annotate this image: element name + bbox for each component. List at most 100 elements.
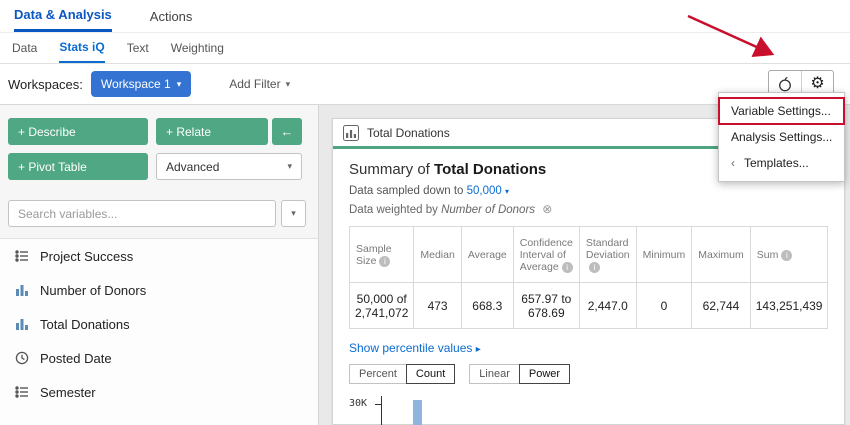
info-icon[interactable]: i xyxy=(781,249,793,261)
chevron-down-icon: ▾ xyxy=(176,78,182,89)
card-body: Summary of Total Donations Data sampled … xyxy=(333,149,844,425)
count-toggle-button[interactable]: Count xyxy=(405,364,456,384)
y-axis-line xyxy=(381,396,382,425)
search-variables-input[interactable] xyxy=(8,200,276,227)
variable-total-donations[interactable]: Total Donations xyxy=(0,307,318,341)
linear-power-toggle: Linear Power xyxy=(469,364,571,384)
arrow-right-icon: ▸ xyxy=(475,344,481,355)
chart-toggles: Percent Count Linear Power xyxy=(349,364,828,384)
variable-search: ▾ xyxy=(8,200,306,227)
apple-icon-button[interactable] xyxy=(769,71,801,98)
list-icon xyxy=(15,250,28,262)
chevron-down-icon: ▾ xyxy=(285,78,291,89)
tab-stats-iq[interactable]: Stats iQ xyxy=(59,33,105,63)
bar-chart-icon xyxy=(343,124,359,141)
linear-toggle-button[interactable]: Linear xyxy=(469,364,520,384)
menu-item-variable-settings[interactable]: Variable Settings... xyxy=(718,97,845,125)
list-icon xyxy=(15,386,28,398)
tab-actions[interactable]: Actions xyxy=(149,8,193,24)
cell-sum: 143,251,439 xyxy=(749,282,829,329)
settings-gear-button[interactable]: ⚙ xyxy=(801,70,833,98)
table-data-row: 50,000 of 2,741,072 473 668.3 657.97 to … xyxy=(348,282,829,329)
add-filter-label: Add Filter xyxy=(229,77,281,91)
show-percentiles-link[interactable]: Show percentile values ▸ xyxy=(349,341,481,355)
column-header-sum: Sum i xyxy=(749,226,829,283)
tab-weighting[interactable]: Weighting xyxy=(170,41,224,55)
cell-confidence-interval: 657.97 to 678.69 xyxy=(512,282,580,329)
variable-label: Posted Date xyxy=(40,350,112,366)
column-header-maximum: Maximum xyxy=(691,226,751,283)
chevron-down-icon: ▾ xyxy=(505,187,510,196)
weighted-prefix: Data weighted by xyxy=(349,204,438,216)
variable-label: Semester xyxy=(40,384,96,400)
search-options-button[interactable]: ▾ xyxy=(281,200,306,227)
tab-data[interactable]: Data xyxy=(12,41,38,55)
info-icon[interactable]: i xyxy=(379,255,391,267)
histogram-bar xyxy=(413,400,422,425)
weighted-line: Data weighted by Number of Donors ⊗ xyxy=(349,202,828,216)
clock-icon xyxy=(15,351,29,365)
advanced-dropdown[interactable]: Advanced ▾ xyxy=(156,153,302,180)
variable-semester[interactable]: Semester xyxy=(0,375,318,409)
variable-posted-date[interactable]: Posted Date xyxy=(0,341,318,375)
summary-heading: Summary of Total Donations xyxy=(349,161,828,178)
advanced-dropdown-label: Advanced xyxy=(166,159,220,174)
column-header-average: Average xyxy=(460,226,514,283)
relate-button[interactable]: + Relate xyxy=(156,118,268,145)
summary-prefix: Summary of xyxy=(349,161,430,178)
variable-label: Total Donations xyxy=(40,316,130,332)
cell-minimum: 0 xyxy=(635,282,693,329)
y-axis-tick xyxy=(375,404,381,405)
tab-text[interactable]: Text xyxy=(126,41,149,55)
remove-weight-icon[interactable]: ⊗ xyxy=(542,202,553,216)
sample-size-link[interactable]: 50,000 xyxy=(466,185,502,197)
variable-project-success[interactable]: Project Success xyxy=(0,239,318,273)
secondary-nav: Data Stats iQ Text Weighting xyxy=(0,33,850,64)
sampled-prefix: Data sampled down to xyxy=(349,185,464,197)
tab-data-analysis[interactable]: Data & Analysis xyxy=(14,0,112,32)
describe-button[interactable]: + Describe xyxy=(8,118,148,145)
pivot-table-button[interactable]: + Pivot Table xyxy=(8,153,148,180)
percent-toggle-button[interactable]: Percent xyxy=(349,364,407,384)
percent-count-toggle: Percent Count xyxy=(349,364,456,384)
table-header-row: Sample Size i Median Average Confidence I… xyxy=(348,226,829,283)
workspaces-label: Workspaces: xyxy=(8,76,83,92)
bar-chart-icon xyxy=(16,285,28,296)
bar-chart-icon xyxy=(16,319,28,330)
menu-item-analysis-settings[interactable]: Analysis Settings... xyxy=(731,130,833,144)
summary-variable-name: Total Donations xyxy=(434,161,547,178)
back-arrow-icon: ← xyxy=(280,124,294,139)
histogram-chart: 30K xyxy=(349,396,828,425)
column-header-confidence-interval: Confidence Interval of Average i xyxy=(512,226,580,283)
chevron-down-icon: ▾ xyxy=(291,208,296,218)
apple-icon xyxy=(779,76,791,92)
chevron-down-icon: ▾ xyxy=(287,161,292,171)
gear-icon: ⚙ xyxy=(810,75,825,92)
y-axis-tick-label: 30K xyxy=(349,398,368,409)
settings-dropdown-menu: Variable Settings... Analysis Settings..… xyxy=(718,92,845,182)
workspace-selector-button[interactable]: Workspace 1 ▾ xyxy=(90,71,192,97)
variable-list: Project Success Number of Donors Total D… xyxy=(0,238,318,425)
info-icon[interactable]: i xyxy=(588,261,600,273)
power-toggle-button[interactable]: Power xyxy=(518,364,571,384)
column-header-sample-size: Sample Size i xyxy=(348,226,415,283)
chevron-left-icon: ‹ xyxy=(731,156,735,170)
weighted-variable-name: Number of Donors xyxy=(441,204,536,216)
workspace-selector-label: Workspace 1 xyxy=(100,77,171,91)
menu-item-templates[interactable]: ‹ Templates... xyxy=(731,156,809,170)
cell-average: 668.3 xyxy=(460,282,514,329)
info-icon[interactable]: i xyxy=(561,261,573,273)
sampled-line: Data sampled down to 50,000 ▾ xyxy=(349,185,828,197)
column-header-standard-deviation: Standard Deviationi xyxy=(578,226,637,283)
cell-maximum: 62,744 xyxy=(691,282,751,329)
primary-nav: Data & Analysis Actions xyxy=(0,0,850,33)
summary-stats-table: Sample Size i Median Average Confidence I… xyxy=(348,226,829,329)
variable-label: Project Success xyxy=(40,248,134,264)
variable-label: Number of Donors xyxy=(40,282,147,298)
card-title: Total Donations xyxy=(367,125,450,140)
collapse-panel-button[interactable]: ← xyxy=(272,118,302,145)
cell-median: 473 xyxy=(413,282,462,329)
variable-number-of-donors[interactable]: Number of Donors xyxy=(0,273,318,307)
add-filter-button[interactable]: Add Filter ▾ xyxy=(229,77,290,91)
